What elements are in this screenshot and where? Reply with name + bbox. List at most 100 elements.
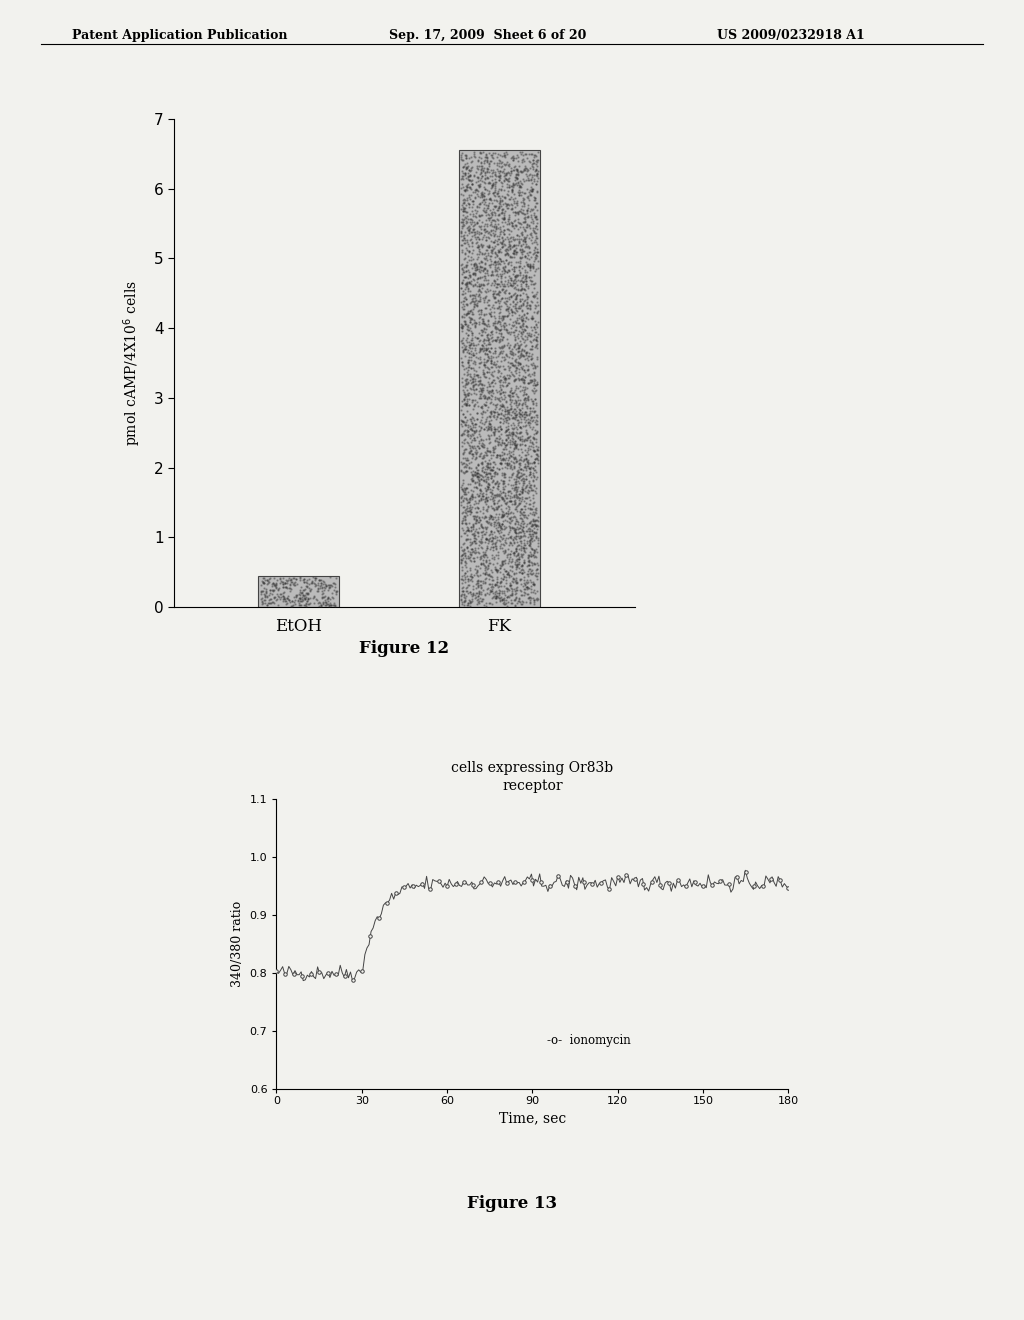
Point <box>511 182 527 203</box>
Point <box>487 346 504 367</box>
Point <box>474 308 490 329</box>
Point <box>526 310 543 331</box>
Point <box>486 556 503 577</box>
Point <box>495 506 511 527</box>
Point <box>475 470 492 491</box>
Point <box>508 569 524 590</box>
Point <box>283 595 299 616</box>
Point <box>465 375 481 396</box>
Point <box>519 322 536 343</box>
Point <box>471 300 487 321</box>
Point <box>474 385 490 407</box>
Point <box>485 264 502 285</box>
Point <box>325 573 341 594</box>
Point <box>503 378 519 399</box>
Point <box>484 215 501 236</box>
Point <box>460 209 476 230</box>
Point <box>512 500 528 521</box>
Point <box>500 322 516 343</box>
Point <box>503 491 519 512</box>
Point <box>467 352 483 374</box>
Point <box>456 209 472 230</box>
Point <box>464 444 480 465</box>
Point <box>306 586 323 607</box>
Point <box>481 236 498 257</box>
Point <box>298 576 314 597</box>
Point <box>516 319 532 341</box>
Point <box>477 339 494 360</box>
Point <box>454 169 470 190</box>
Point <box>307 589 324 610</box>
Point <box>507 570 523 591</box>
Point <box>476 458 493 479</box>
Point <box>523 560 540 581</box>
Point <box>471 506 487 527</box>
Point <box>471 474 487 495</box>
Point <box>503 187 519 209</box>
Point <box>293 577 309 598</box>
Point <box>498 503 514 524</box>
Point <box>464 372 480 393</box>
Point <box>508 173 524 194</box>
Point <box>523 170 540 191</box>
Point <box>459 315 475 337</box>
Point <box>460 319 476 341</box>
Point <box>508 477 524 498</box>
Point <box>483 506 500 527</box>
Point <box>516 362 532 383</box>
Point <box>466 463 482 484</box>
Point <box>493 515 509 536</box>
Point <box>281 578 297 599</box>
Point <box>497 256 513 277</box>
Point <box>458 438 474 459</box>
Point <box>464 585 480 606</box>
Point <box>496 162 512 183</box>
Point <box>505 507 521 528</box>
Point <box>462 273 478 294</box>
Point <box>457 243 473 264</box>
Point <box>457 180 473 201</box>
Point <box>524 418 541 440</box>
Point <box>479 327 496 348</box>
Point <box>456 248 472 269</box>
Point <box>300 587 316 609</box>
Point <box>460 593 476 614</box>
Point <box>492 582 508 603</box>
Point <box>480 234 497 255</box>
Point <box>466 293 482 314</box>
Point <box>495 589 511 610</box>
Point <box>506 517 522 539</box>
Point <box>497 201 513 222</box>
Point <box>492 301 508 322</box>
Point <box>456 156 472 177</box>
Point <box>501 496 517 517</box>
Point <box>514 327 530 348</box>
Point <box>477 209 494 230</box>
Point <box>506 457 522 478</box>
Point <box>457 162 473 183</box>
Point <box>465 203 481 224</box>
Point <box>526 286 543 308</box>
Point <box>496 444 512 465</box>
Point <box>487 454 504 475</box>
Point <box>459 218 475 239</box>
Point <box>480 236 497 257</box>
Point <box>518 531 535 552</box>
Point <box>458 238 474 259</box>
Point <box>464 173 480 194</box>
Point <box>524 539 541 560</box>
Point <box>461 347 477 368</box>
Point <box>513 269 529 290</box>
Point <box>465 284 481 305</box>
Point <box>459 524 475 545</box>
Point <box>465 145 481 166</box>
Point <box>484 284 501 305</box>
Point <box>527 297 544 318</box>
Point <box>254 570 270 591</box>
Point <box>504 302 520 323</box>
Point <box>462 363 478 384</box>
Point <box>484 548 501 569</box>
Point <box>489 198 506 219</box>
Point <box>519 348 536 370</box>
Point <box>526 565 543 586</box>
